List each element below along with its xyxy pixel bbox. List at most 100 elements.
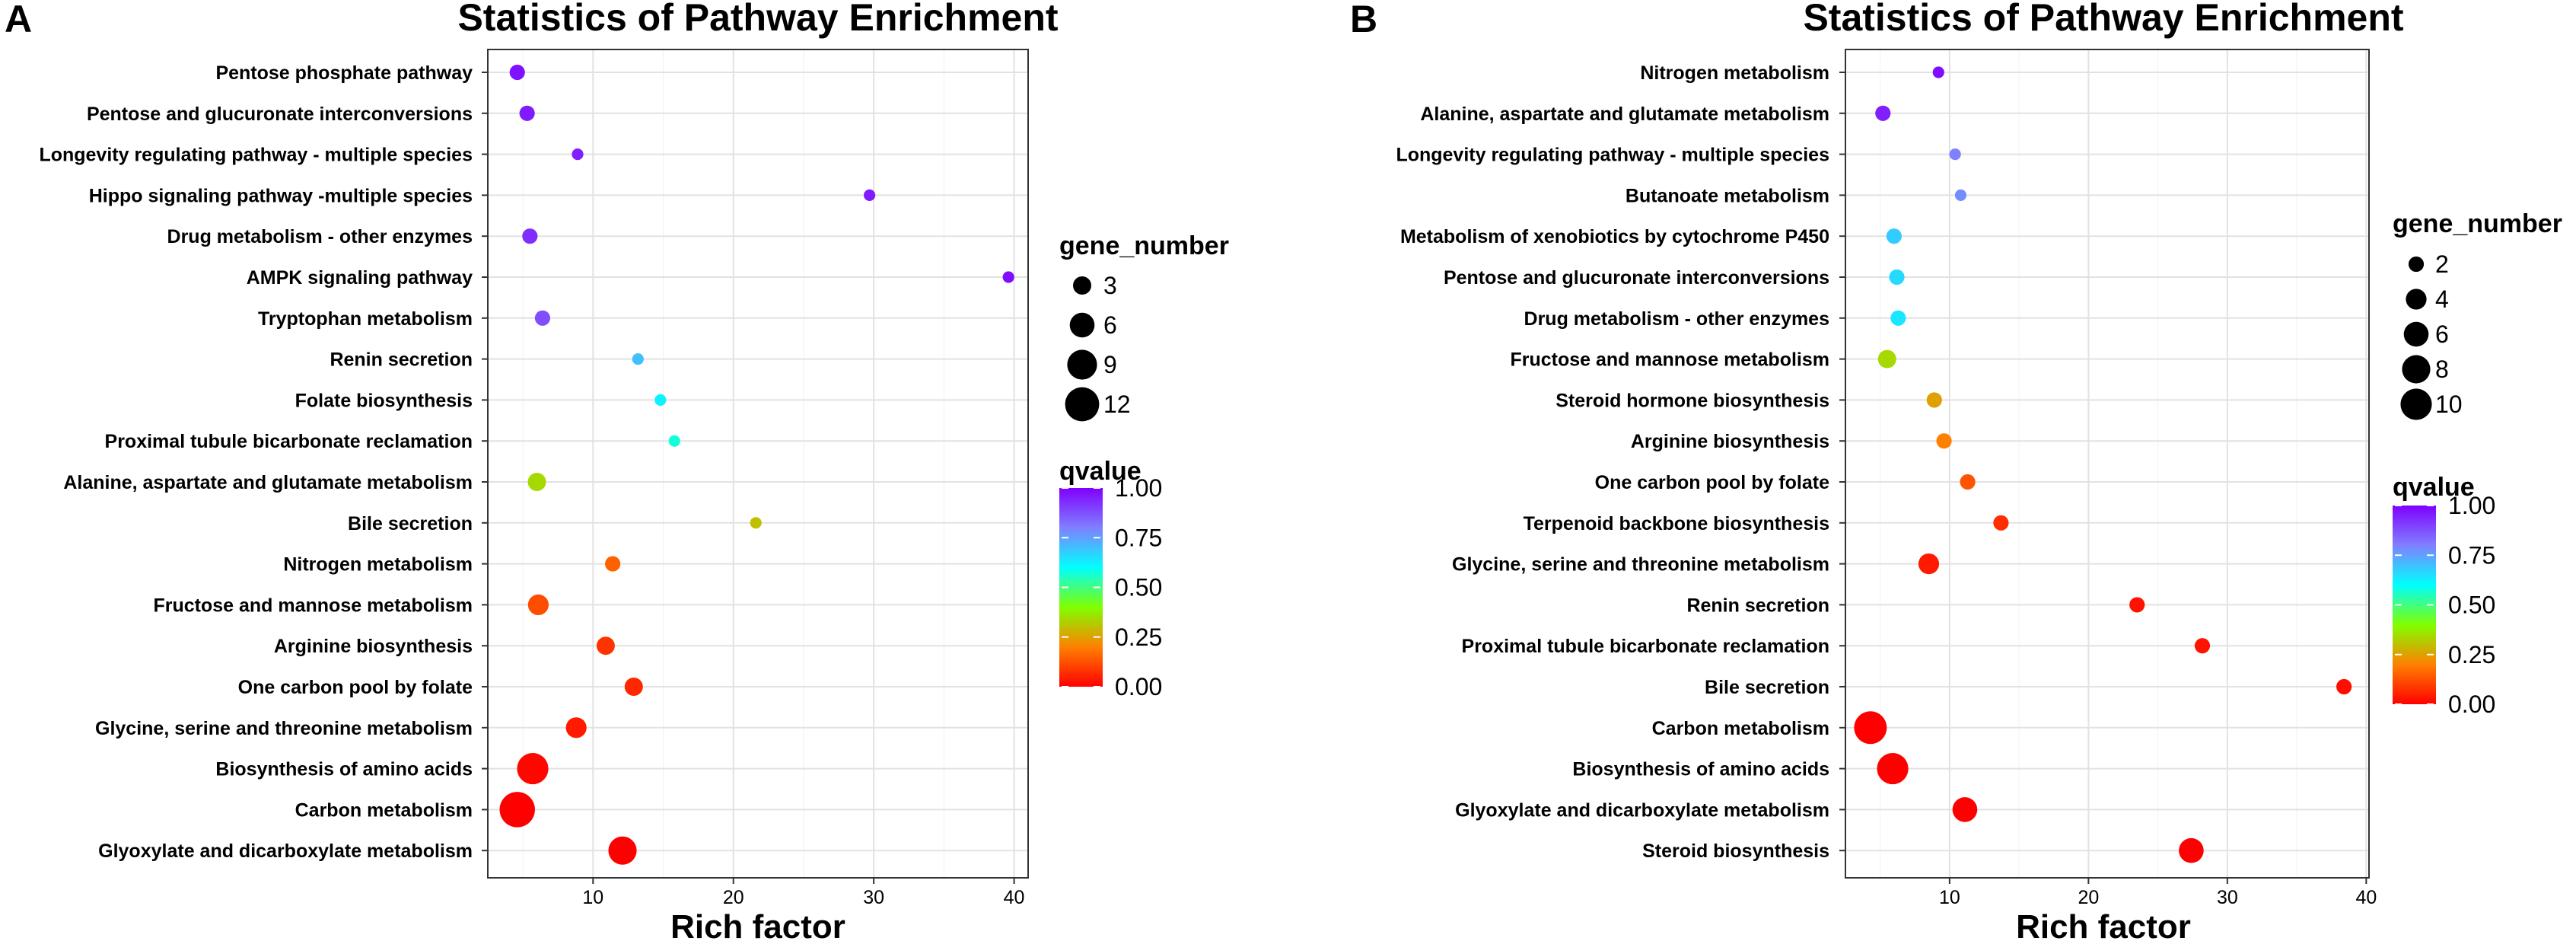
x-axis-label-a: Rich factor xyxy=(670,908,845,941)
point-renin-secretion xyxy=(632,353,644,365)
colorbar-tick-label: 0.50 xyxy=(2448,592,2495,619)
point-folate-biosynthesis xyxy=(654,394,667,407)
point-glyoxylate-and-dicarboxylate-metabolism xyxy=(1952,797,1978,822)
point-drug-metabolism-other-enzymes xyxy=(1890,310,1906,326)
size-legend-label: 2 xyxy=(2435,250,2449,278)
y-tick-label: Renin secretion xyxy=(330,349,473,371)
point-metabolism-of-xenobiotics-by-cytochrome-p450 xyxy=(1886,228,1902,244)
size-legend-label: 3 xyxy=(1103,272,1117,299)
chart-title-b: Statistics of Pathway Enrichment xyxy=(1803,0,2403,39)
size-legend-label: 4 xyxy=(2435,285,2449,313)
size-legend-label: 10 xyxy=(2435,391,2463,418)
y-tick-label: Metabolism of xenobiotics by cytochrome … xyxy=(1400,226,1829,247)
x-tick-label: 30 xyxy=(863,887,884,908)
colorbar-tick-label: 0.00 xyxy=(1115,673,1162,700)
plot-panel-b xyxy=(1845,49,2370,879)
point-one-carbon-pool-by-folate xyxy=(1960,474,1976,490)
point-steroid-hormone-biosynthesis xyxy=(1926,392,1942,408)
point-alanine-aspartate-and-glutamate-metabolism xyxy=(527,473,546,491)
size-legend-label: 12 xyxy=(1103,391,1131,418)
y-tick-label: Carbon metabolism xyxy=(295,799,473,821)
y-tick-label: One carbon pool by folate xyxy=(238,677,473,698)
point-one-carbon-pool-by-folate xyxy=(624,678,643,696)
point-longevity-regulating-pathway-multiple-species xyxy=(572,148,584,161)
panel-letter-a: A xyxy=(5,0,32,40)
size-legend-dot xyxy=(2402,355,2431,384)
panel-b: B Statistics of Pathway Enrichment Nitro… xyxy=(1350,0,2562,941)
colorbar-tick-label: 1.00 xyxy=(1115,474,1162,502)
point-butanoate-metabolism xyxy=(1954,189,1967,201)
size-legend-dot xyxy=(2400,388,2432,420)
colorbar-tick-label: 1.00 xyxy=(2448,492,2495,519)
colorbar-tick-label: 0.00 xyxy=(2448,691,2495,718)
plot-panel-a xyxy=(487,49,1029,879)
y-tick-label: Alanine, aspartate and glutamate metabol… xyxy=(63,472,473,493)
y-labels-a: Pentose phosphate pathway Pentose and glu… xyxy=(39,62,473,862)
y-tick-label: Longevity regulating pathway - multiple … xyxy=(39,145,473,166)
y-tick-label: Arginine biosynthesis xyxy=(274,636,473,657)
point-glycine-serine-and-threonine-metabolism xyxy=(1918,553,1940,575)
y-tick-label: Renin secretion xyxy=(1686,595,1829,616)
x-tick-label: 10 xyxy=(1939,887,1960,908)
point-carbon-metabolism xyxy=(1854,711,1887,745)
colorbar-tick-label: 0.75 xyxy=(2448,541,2495,569)
point-bile-secretion xyxy=(2336,678,2352,695)
color-legend-title-b: qvalue xyxy=(2393,473,2475,502)
y-tick-label: Biosynthesis of amino acids xyxy=(215,759,473,780)
panel-letter-b: B xyxy=(1350,0,1377,40)
y-tick-label: Pentose and glucuronate interconversions xyxy=(1444,267,1829,289)
x-tick-label: 40 xyxy=(2355,887,2377,908)
y-tick-label: Proximal tubule bicarbonate reclamation xyxy=(105,431,473,452)
point-glyoxylate-and-dicarboxylate-metabolism xyxy=(608,836,637,865)
size-legend-dot xyxy=(1073,276,1091,295)
point-nitrogen-metabolism xyxy=(1932,66,1944,78)
y-tick-label: Drug metabolism - other enzymes xyxy=(167,226,473,247)
y-tick-label: Pentose and glucuronate interconversions xyxy=(87,104,473,125)
point-arginine-biosynthesis xyxy=(1936,433,1952,449)
point-tryptophan-metabolism xyxy=(534,310,551,326)
y-tick-label: Nitrogen metabolism xyxy=(1640,62,1829,84)
y-tick-label: Arginine biosynthesis xyxy=(1631,431,1829,452)
y-tick-label: Drug metabolism - other enzymes xyxy=(1524,308,1829,330)
y-tick-label: Proximal tubule bicarbonate reclamation xyxy=(1462,636,1829,657)
size-legend-title-a: gene_number xyxy=(1059,231,1229,260)
size-legend-title-b: gene_number xyxy=(2393,209,2562,238)
y-tick-label: Fructose and mannose metabolism xyxy=(1510,349,1829,371)
x-ticks-a: 10 20 30 40 xyxy=(582,878,1024,908)
size-legend-dot xyxy=(1067,349,1097,380)
point-pentose-and-glucuronate-interconversions xyxy=(519,105,535,121)
size-legend-dot xyxy=(1069,312,1095,338)
size-legend-dot xyxy=(2403,321,2429,347)
y-tick-label: Longevity regulating pathway - multiple … xyxy=(1396,145,1829,166)
colorbar-tick-label: 0.25 xyxy=(1115,624,1162,651)
y-tick-label: Hippo signaling pathway -multiple specie… xyxy=(89,185,473,206)
y-tick-label: Glyoxylate and dicarboxylate metabolism xyxy=(1455,799,1829,821)
point-alanine-aspartate-and-glutamate-metabolism xyxy=(1875,105,1891,121)
points-b xyxy=(1854,66,2352,863)
size-legend-label: 8 xyxy=(2435,356,2449,383)
y-tick-label: AMPK signaling pathway xyxy=(247,267,473,289)
x-tick-label: 40 xyxy=(1004,887,1025,908)
point-proximal-tubule-bicarbonate-reclamation xyxy=(2194,638,2211,654)
size-legend-dot xyxy=(2406,289,2427,310)
point-hippo-signaling-pathway-multiple-species xyxy=(864,189,876,201)
point-ampk-signaling-pathway xyxy=(1002,271,1014,283)
size-legend-dot xyxy=(2408,256,2425,273)
y-tick-label: Glycine, serine and threonine metabolism xyxy=(95,718,473,739)
chart-title-a: Statistics of Pathway Enrichment xyxy=(457,0,1058,39)
y-tick-label: Carbon metabolism xyxy=(1652,718,1829,739)
point-carbon-metabolism xyxy=(499,792,535,828)
size-legend-label: 6 xyxy=(1103,311,1117,339)
x-tick-label: 30 xyxy=(2217,887,2238,908)
size-legend-a: 3 6 9 12 xyxy=(1065,272,1131,422)
y-tick-label: Steroid biosynthesis xyxy=(1642,841,1829,862)
panel-a: A Statistics of Pathway Enrichment Pento… xyxy=(5,0,1229,941)
size-legend-label: 6 xyxy=(2435,321,2449,348)
y-tick-label: Fructose and mannose metabolism xyxy=(153,595,473,616)
color-legend-title-a: qvalue xyxy=(1059,457,1142,486)
point-fructose-and-mannose-metabolism xyxy=(1877,349,1896,368)
point-fructose-and-mannose-metabolism xyxy=(527,594,549,616)
y-tick-label: Bile secretion xyxy=(348,513,473,534)
y-tick-label: Nitrogen metabolism xyxy=(283,554,473,576)
